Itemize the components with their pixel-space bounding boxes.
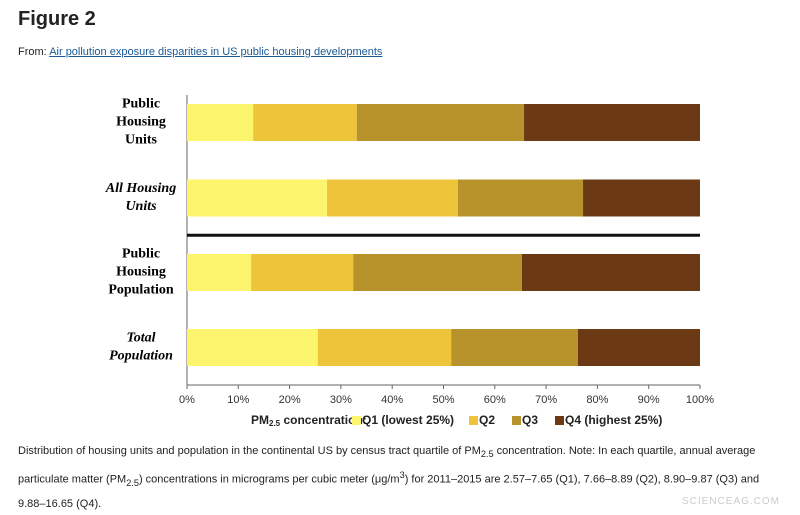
bar-segment	[577, 329, 700, 366]
x-tick-label: 100%	[686, 394, 714, 406]
bar-segment	[524, 104, 700, 141]
category-label: Units	[125, 133, 157, 148]
bar-segment	[317, 329, 452, 366]
legend-label: Q4 (highest 25%)	[565, 413, 662, 427]
x-tick-label: 10%	[227, 394, 249, 406]
x-tick-label: 60%	[484, 394, 506, 406]
bar-segment	[521, 254, 700, 291]
legend-title-part: PM	[251, 413, 269, 427]
bar-segment	[187, 254, 252, 291]
category-label: Total	[126, 331, 155, 346]
bar-segment	[251, 254, 354, 291]
category-label: Population	[108, 283, 174, 298]
caption-part: concentration. Note: In each quartile, a…	[18, 445, 756, 486]
bar-segment	[187, 104, 254, 141]
category-label: Housing	[116, 115, 166, 130]
figure-title: Figure 2	[18, 8, 96, 30]
watermark: SCIENCEAG.COM	[681, 496, 780, 507]
bar-segment	[353, 254, 522, 291]
bar-segment	[187, 329, 318, 366]
x-tick-label: 70%	[535, 394, 557, 406]
x-tick-label: 20%	[279, 394, 301, 406]
x-tick-label: 90%	[638, 394, 660, 406]
from-label: From:	[18, 46, 47, 58]
caption-part: 3	[399, 470, 405, 481]
category-label: All Housing	[105, 181, 176, 196]
caption-part: ) concentrations in micrograms per cubic…	[138, 473, 400, 486]
legend-label: Q2	[479, 413, 495, 427]
caption-part: ) for 2011–2015 are 2.57–7.65 (Q1), 7.66…	[18, 473, 760, 511]
legend-swatch	[512, 416, 521, 425]
legend-label: Q3	[522, 413, 538, 427]
caption: Distribution of housing units and popula…	[18, 441, 788, 515]
x-tick-label: 80%	[586, 394, 608, 406]
bar-segment	[187, 179, 328, 217]
bar-segment	[253, 104, 357, 141]
legend-swatch	[469, 416, 478, 425]
source-line: From: Air pollution exposure disparities…	[18, 46, 382, 58]
bar-segment	[356, 104, 525, 141]
legend-title-part: concentration:	[280, 413, 367, 427]
bar-segment	[327, 179, 458, 217]
legend-title: PM2.5 concentration:	[251, 413, 367, 428]
legend-title-part: 2.5	[269, 419, 281, 428]
category-label: Population	[109, 349, 173, 364]
chart: 0% 10% 20% 30% 40% 50% 60% 70% 80% 90% 100% Public H…	[105, 95, 714, 428]
category-label: Housing	[116, 265, 166, 280]
caption-part: Distribution of housing units and popula…	[18, 445, 481, 457]
category-label: Public	[122, 247, 160, 262]
category-label: Units	[125, 199, 157, 214]
bar-segment	[451, 329, 578, 366]
bar-segment	[457, 179, 584, 217]
article-link[interactable]: Air pollution exposure disparities in US…	[49, 46, 383, 58]
x-tick-label: 0%	[179, 394, 195, 406]
x-tick-label: 50%	[432, 394, 454, 406]
legend-swatch	[352, 416, 361, 425]
caption-part: 2.5	[480, 449, 494, 460]
bar-segment	[583, 179, 700, 217]
category-label: Public	[122, 97, 160, 112]
legend-swatch	[555, 416, 564, 425]
legend-label: Q1 (lowest 25%)	[362, 413, 454, 427]
x-tick-label: 40%	[381, 394, 403, 406]
x-tick-label: 30%	[330, 394, 352, 406]
caption-part: 2.5	[126, 478, 139, 489]
